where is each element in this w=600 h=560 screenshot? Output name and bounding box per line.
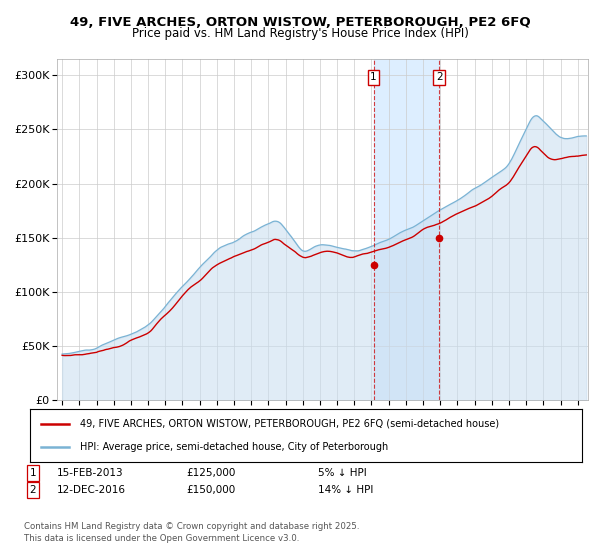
Text: 49, FIVE ARCHES, ORTON WISTOW, PETERBOROUGH, PE2 6FQ: 49, FIVE ARCHES, ORTON WISTOW, PETERBORO…: [70, 16, 530, 29]
Text: Contains HM Land Registry data © Crown copyright and database right 2025.
This d: Contains HM Land Registry data © Crown c…: [24, 522, 359, 543]
Text: 2: 2: [436, 72, 443, 82]
Text: 1: 1: [370, 72, 377, 82]
Text: 49, FIVE ARCHES, ORTON WISTOW, PETERBOROUGH, PE2 6FQ (semi-detached house): 49, FIVE ARCHES, ORTON WISTOW, PETERBORO…: [80, 419, 499, 429]
Text: £125,000: £125,000: [186, 468, 235, 478]
Text: 15-FEB-2013: 15-FEB-2013: [57, 468, 124, 478]
Text: £150,000: £150,000: [186, 485, 235, 495]
Text: Price paid vs. HM Land Registry's House Price Index (HPI): Price paid vs. HM Land Registry's House …: [131, 27, 469, 40]
Text: 14% ↓ HPI: 14% ↓ HPI: [318, 485, 373, 495]
Text: 12-DEC-2016: 12-DEC-2016: [57, 485, 126, 495]
Bar: [374, 59, 439, 400]
Text: 1: 1: [29, 468, 37, 478]
Text: 2: 2: [29, 485, 37, 495]
Text: 5% ↓ HPI: 5% ↓ HPI: [318, 468, 367, 478]
Text: HPI: Average price, semi-detached house, City of Peterborough: HPI: Average price, semi-detached house,…: [80, 442, 388, 452]
